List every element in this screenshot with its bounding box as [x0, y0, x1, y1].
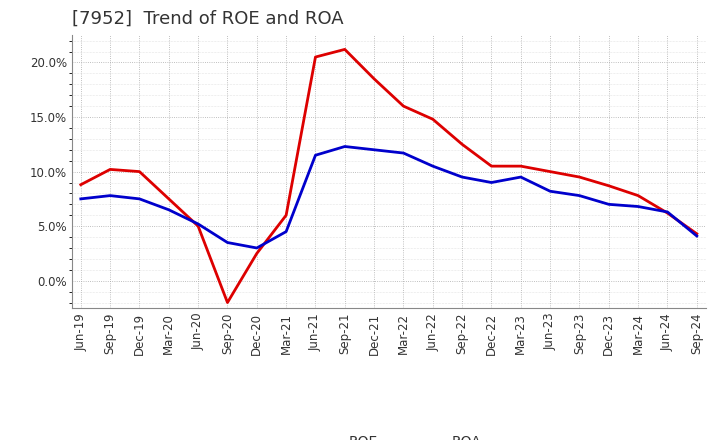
ROA [253, 246, 261, 251]
ROA [663, 209, 672, 215]
ROE [282, 213, 290, 218]
ROE [164, 196, 173, 202]
ROA [194, 221, 202, 227]
ROA [605, 202, 613, 207]
ROE [76, 182, 85, 187]
ROA [546, 189, 554, 194]
ROE [605, 183, 613, 188]
ROA [311, 153, 320, 158]
ROE [634, 193, 642, 198]
ROA [282, 229, 290, 234]
ROA [106, 193, 114, 198]
ROE [253, 251, 261, 256]
ROA [575, 193, 584, 198]
ROA [516, 174, 525, 180]
ROA [487, 180, 496, 185]
ROE [693, 231, 701, 236]
ROE [663, 210, 672, 216]
ROA [399, 150, 408, 156]
ROE [428, 117, 437, 122]
ROA [428, 164, 437, 169]
ROA [693, 233, 701, 238]
ROE [458, 142, 467, 147]
ROA [341, 144, 349, 149]
ROE [223, 300, 232, 305]
ROE [399, 103, 408, 109]
ROA [164, 207, 173, 213]
ROE [575, 174, 584, 180]
ROA [135, 196, 144, 202]
ROE [487, 164, 496, 169]
ROA [634, 204, 642, 209]
Text: [7952]  Trend of ROE and ROA: [7952] Trend of ROE and ROA [72, 10, 343, 28]
ROA [458, 174, 467, 180]
ROE [546, 169, 554, 174]
ROA [370, 147, 379, 152]
ROE [106, 167, 114, 172]
ROA [76, 196, 85, 202]
ROE [341, 47, 349, 52]
ROE [135, 169, 144, 174]
ROE [311, 55, 320, 60]
ROA [223, 240, 232, 245]
ROE [516, 164, 525, 169]
Legend: ROE, ROA: ROE, ROA [291, 429, 487, 440]
Line: ROE: ROE [81, 49, 697, 303]
Line: ROA: ROA [81, 147, 697, 248]
ROE [194, 224, 202, 229]
ROE [370, 76, 379, 81]
